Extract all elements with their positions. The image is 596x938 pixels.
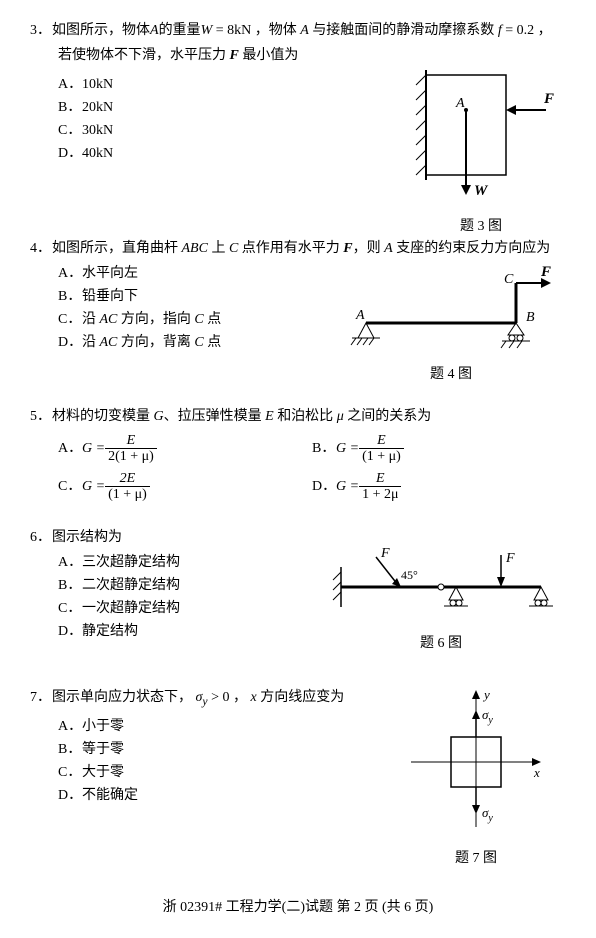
svg-text:B: B: [526, 310, 535, 325]
q3-fig-caption: 题 3 图: [406, 216, 556, 237]
q5-opt-a: A．G = E2(1 + μ): [58, 433, 312, 465]
q7-number: 7．: [30, 687, 52, 708]
q5-number: 5．: [30, 406, 52, 427]
q4-stem: 4．如图所示，直角曲杆 ABC 上 C 点作用有水平力 F，则 A 支座的约束反…: [30, 238, 566, 259]
q6-number: 6．: [30, 527, 52, 548]
q6-fig-caption: 题 6 图: [326, 633, 556, 654]
q3-stem-line2: 若使物体不下滑，水平压力 F 最小值为: [30, 45, 566, 66]
q5-opt-c: C．G = 2E(1 + μ): [58, 471, 312, 503]
svg-text:A: A: [355, 308, 365, 323]
q3-figure: A F W 题 3 图: [406, 65, 556, 237]
q4-diagram: A B C F: [346, 263, 556, 353]
question-4: 4．如图所示，直角曲杆 ABC 上 C 点作用有水平力 F，则 A 支座的约束反…: [30, 238, 566, 388]
question-3: 3．如图所示，物体A的重量W = 8kN ，物体 A 与接触面间的静滑动摩擦系数…: [30, 20, 566, 220]
q6-diagram: F 45° F: [326, 547, 556, 622]
svg-text:x: x: [533, 765, 540, 780]
svg-text:σy: σy: [482, 707, 493, 726]
q4-figure: A B C F 题 4 图: [346, 263, 556, 385]
svg-text:W: W: [474, 183, 489, 199]
svg-text:F: F: [505, 551, 515, 566]
q6-stem: 6．图示结构为: [30, 527, 566, 548]
q4-number: 4．: [30, 238, 52, 259]
question-7: 7．图示单向应力状态下， σy > 0 ， x 方向线应变为 A．小于零 B．等…: [30, 687, 566, 847]
q5-opt-d: D．G = E1 + 2μ: [312, 471, 566, 503]
svg-text:y: y: [482, 687, 490, 702]
svg-text:σy: σy: [482, 805, 493, 824]
q4-fig-caption: 题 4 图: [346, 364, 556, 385]
q6-figure: F 45° F 题 6 图: [326, 547, 556, 654]
q3-stem: 3．如图所示，物体A的重量W = 8kN ，物体 A 与接触面间的静滑动摩擦系数…: [30, 20, 566, 41]
svg-text:F: F: [380, 547, 390, 561]
q7-diagram: y x σy σy: [406, 687, 546, 837]
svg-text:C: C: [504, 272, 514, 287]
q3-diagram: A F W: [406, 65, 556, 205]
q5-stem: 5．材料的切变模量 G、拉压弹性模量 E 和泊松比 μ 之间的关系为: [30, 406, 566, 427]
svg-text:F: F: [543, 91, 554, 107]
svg-text:A: A: [455, 96, 465, 111]
q7-fig-caption: 题 7 图: [406, 848, 546, 869]
question-5: 5．材料的切变模量 G、拉压弹性模量 E 和泊松比 μ 之间的关系为 A．G =…: [30, 406, 566, 509]
q3-number: 3．: [30, 20, 52, 41]
question-6: 6．图示结构为 A．三次超静定结构 B．二次超静定结构 C．一次超静定结构 D．…: [30, 527, 566, 657]
q7-figure: y x σy σy 题 7 图: [406, 687, 546, 869]
q5-opt-b: B．G = E(1 + μ): [312, 433, 566, 465]
svg-text:45°: 45°: [401, 568, 418, 582]
svg-text:F: F: [540, 264, 551, 280]
q5-options: A．G = E2(1 + μ) C．G = 2E(1 + μ) B．G = E(…: [30, 433, 566, 509]
page-footer: 浙 02391# 工程力学(二)试题 第 2 页 (共 6 页): [30, 897, 566, 918]
